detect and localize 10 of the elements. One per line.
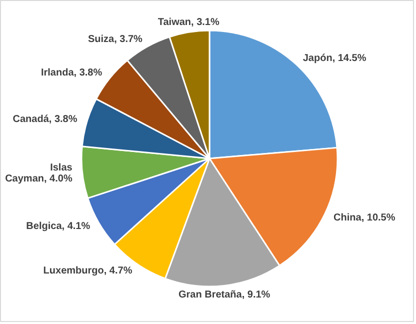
slice-label: Japón, 14.5%: [302, 52, 366, 64]
slice-label: Islas Cayman, 4.0%: [5, 162, 73, 184]
slice-label: Gran Bretaña, 9.1%: [178, 290, 270, 301]
slice-label: Luxemburgo, 4.7%: [43, 266, 132, 277]
slice-label: Canadá, 3.8%: [12, 114, 78, 126]
slice-label: Irlanda, 3.8%: [40, 68, 102, 79]
slice-label: China, 10.5%: [334, 212, 396, 224]
slice-label: Taiwan, 3.1%: [158, 17, 220, 28]
slice-label: Suiza, 3.7%: [88, 34, 143, 46]
slice-label: Belgica, 4.1%: [26, 221, 90, 232]
